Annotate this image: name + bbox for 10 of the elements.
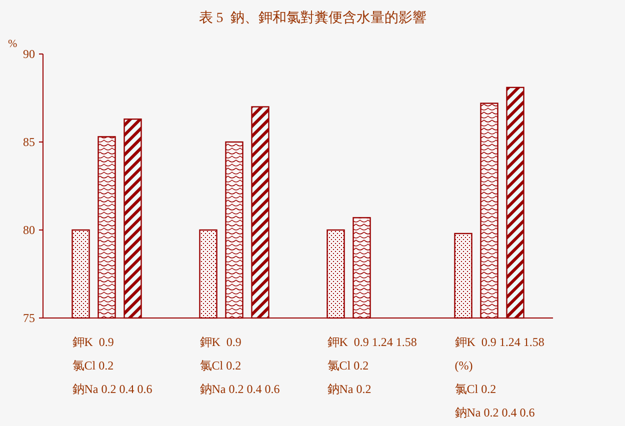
x-tick-label: 鉀K 0.9 氯Cl 0.2 鈉Na 0.2 0.4 0.6 bbox=[72, 335, 152, 396]
x-tick-label: 鉀K 0.9 氯Cl 0.2 鈉Na 0.2 0.4 0.6 bbox=[200, 335, 280, 396]
y-tick-label: 90 bbox=[23, 47, 35, 61]
y-axis-title: % bbox=[8, 38, 18, 50]
y-tick-label: 85 bbox=[23, 135, 35, 149]
x-tick-label: 鉀K 0.9 1.24 1.58 (%) 氯Cl 0.2 鈉Na 0.2 0.4 0.6 bbox=[454, 335, 544, 420]
y-tick-label: 75 bbox=[23, 311, 35, 325]
x-tick-label: 鉀K 0.9 1.24 1.58 氯Cl 0.2 鈉Na 0.2 bbox=[327, 335, 417, 396]
chart-title: 表 5 鈉、鉀和氯對糞便含水量的影響 bbox=[198, 10, 426, 26]
y-tick-label: 80 bbox=[23, 223, 35, 237]
